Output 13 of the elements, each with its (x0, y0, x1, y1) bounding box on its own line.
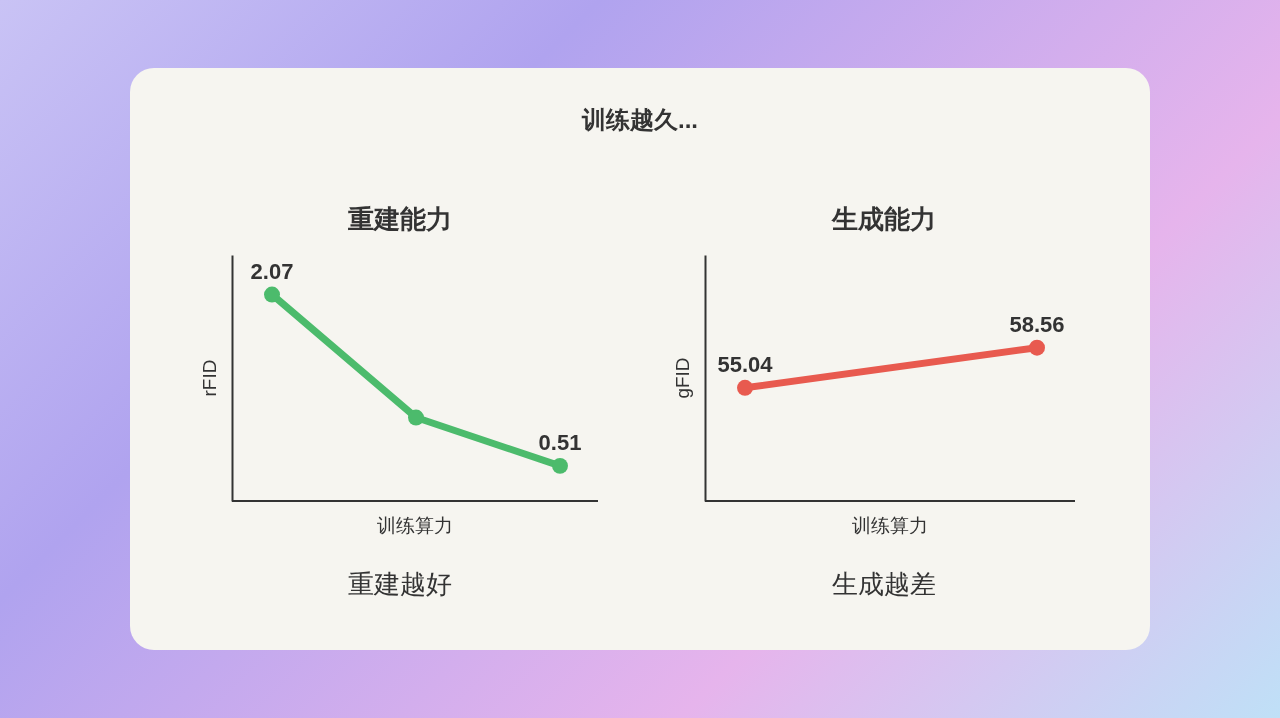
data-label: 0.51 (538, 429, 582, 455)
text: 重建越好 (348, 569, 452, 599)
data-label: 2.07 (250, 258, 294, 284)
y-axis-title: gFID (672, 357, 693, 399)
y-axis-title: rFID (199, 359, 220, 397)
x-axis-title: 训练算力 (377, 515, 453, 536)
text: 生成越差 (832, 569, 936, 599)
text: 训练越久... (580, 106, 699, 133)
chart-title: 生成能力 (831, 204, 936, 234)
data-label: 55.04 (717, 351, 774, 377)
chart-title: 重建能力 (347, 204, 452, 234)
x-axis-title: 训练算力 (852, 515, 928, 536)
data-label: 58.56 (1009, 311, 1065, 337)
